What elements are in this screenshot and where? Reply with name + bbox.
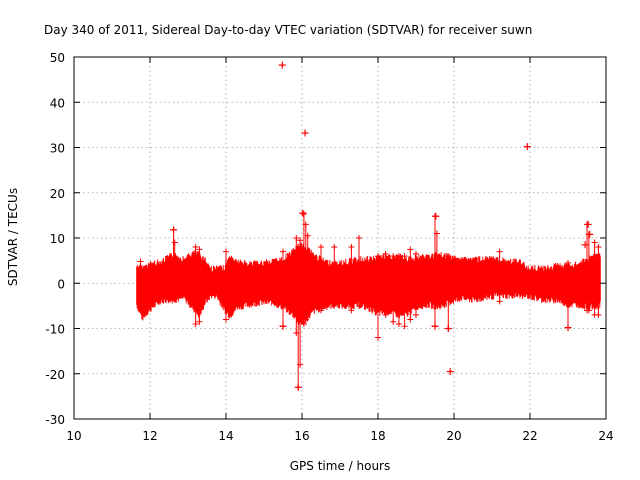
data-point	[223, 316, 229, 323]
data-point	[433, 230, 440, 237]
x-tick-label: 14	[218, 429, 233, 443]
data-point	[300, 211, 307, 218]
data-point	[382, 250, 389, 257]
data-point	[304, 311, 311, 318]
data-point	[395, 253, 402, 260]
data-point	[192, 244, 199, 251]
data-point	[375, 253, 381, 260]
chart-title: Day 340 of 2011, Sidereal Day-to-day VTE…	[44, 23, 532, 37]
data-point	[390, 318, 397, 325]
x-tick-label: 18	[370, 429, 385, 443]
y-tick-label: -20	[45, 368, 65, 382]
y-tick-label: 50	[50, 51, 65, 65]
data-point	[304, 232, 311, 239]
data-point	[171, 239, 178, 246]
data-point	[170, 293, 177, 300]
data-point	[348, 244, 355, 251]
data-point	[170, 226, 178, 234]
y-tick-label: -30	[45, 413, 65, 427]
data-point	[297, 237, 304, 244]
data-point	[586, 230, 594, 238]
data-point	[401, 253, 408, 260]
x-tick-label: 10	[66, 429, 81, 443]
data-point	[302, 221, 309, 228]
data-point	[444, 325, 452, 332]
y-axis-label: SDTVAR / TECUs	[6, 188, 20, 286]
y-tick-label: 20	[50, 187, 65, 201]
data-point	[407, 246, 414, 253]
data-point	[591, 239, 598, 246]
data-point	[293, 235, 300, 241]
data-point	[413, 311, 419, 318]
data-point	[446, 367, 454, 375]
data-point	[294, 383, 302, 391]
y-tick-label: 30	[50, 142, 65, 156]
data-point	[301, 129, 309, 137]
data-point	[565, 259, 571, 266]
data-point	[445, 253, 452, 260]
x-tick-label: 16	[294, 429, 309, 443]
data-point	[432, 212, 440, 220]
data-point	[581, 241, 589, 249]
data-point	[390, 253, 397, 260]
data-point	[413, 250, 419, 257]
data-point	[331, 302, 338, 309]
data-point	[395, 320, 402, 327]
data-point	[595, 244, 602, 251]
data-point	[375, 334, 381, 341]
data-point	[318, 307, 324, 314]
data-band	[136, 242, 601, 327]
grid-lines	[74, 57, 606, 419]
data-point	[356, 235, 362, 241]
data-point	[564, 324, 572, 332]
y-tick-label: -10	[45, 323, 65, 337]
data-point	[137, 258, 144, 265]
data-point	[523, 143, 531, 151]
data-point	[196, 318, 203, 325]
data-point	[431, 322, 439, 330]
data-point	[595, 311, 602, 318]
data-point	[302, 316, 309, 323]
data-point	[196, 246, 203, 253]
data-point	[223, 248, 229, 255]
data-point	[280, 248, 286, 255]
data-point	[300, 320, 307, 327]
x-tick-label: 20	[446, 429, 461, 443]
axes: 10 12 14 16 18 20 22 24 50 40 30 20 10 0 -10 -20 -30	[45, 51, 613, 443]
x-tick-label: 22	[522, 429, 537, 443]
data-point	[299, 209, 307, 217]
data-point	[192, 320, 199, 327]
x-tick-label: 24	[598, 429, 613, 443]
x-axis-label: GPS time / hours	[290, 459, 391, 473]
data-point	[137, 307, 144, 314]
y-tick-label: 40	[50, 96, 65, 110]
data-point	[278, 61, 286, 69]
data-point	[496, 248, 503, 255]
data-point	[331, 244, 338, 251]
data-point	[318, 244, 324, 251]
data-point	[382, 311, 389, 318]
x-tick-label: 12	[142, 429, 157, 443]
data-point	[297, 361, 304, 368]
data-point	[356, 302, 362, 309]
data-point	[401, 323, 408, 330]
data-point	[585, 307, 592, 314]
data-point	[279, 322, 287, 330]
data-point	[407, 316, 414, 323]
y-tick-label: 10	[50, 232, 65, 246]
data-point	[584, 220, 592, 228]
data-series-sdtvar	[136, 61, 602, 391]
data-point	[348, 307, 355, 314]
data-point	[433, 302, 440, 309]
y-tick-label: 0	[57, 277, 65, 291]
data-point	[496, 298, 503, 305]
data-point	[171, 277, 178, 284]
